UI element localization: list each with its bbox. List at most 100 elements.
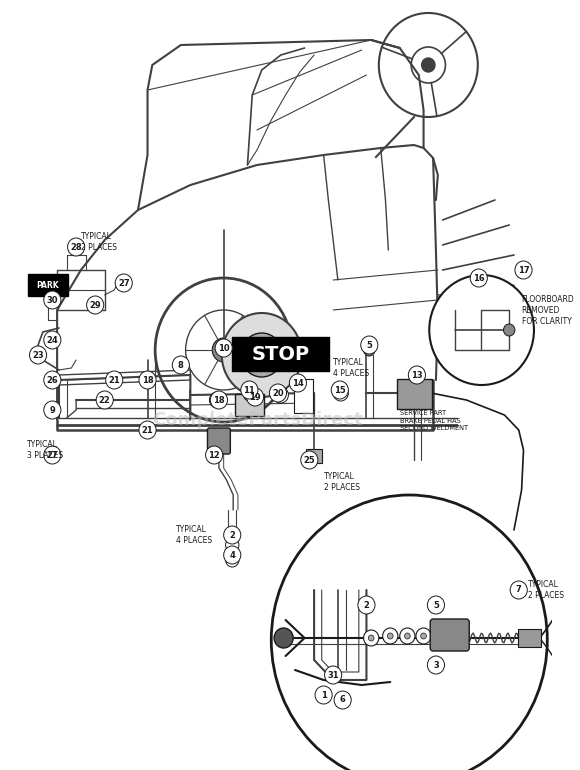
- Text: 7: 7: [516, 585, 521, 594]
- Text: 17: 17: [518, 266, 530, 274]
- Text: 2: 2: [229, 531, 235, 540]
- Circle shape: [172, 356, 190, 374]
- Text: 10: 10: [218, 343, 230, 353]
- Circle shape: [361, 336, 378, 354]
- Circle shape: [271, 495, 548, 770]
- Circle shape: [106, 371, 123, 389]
- Text: FLOORBOARD
REMOVED
FOR CLARITY: FLOORBOARD REMOVED FOR CLARITY: [521, 295, 574, 326]
- Circle shape: [96, 391, 113, 409]
- Text: 6: 6: [340, 695, 346, 705]
- Circle shape: [383, 628, 398, 644]
- Text: 24: 24: [46, 336, 58, 344]
- Circle shape: [215, 339, 232, 357]
- Polygon shape: [438, 285, 519, 360]
- Circle shape: [226, 553, 239, 567]
- Circle shape: [44, 331, 61, 349]
- Circle shape: [331, 381, 349, 399]
- Circle shape: [44, 291, 61, 309]
- Circle shape: [364, 630, 379, 646]
- Circle shape: [315, 686, 332, 704]
- Circle shape: [429, 275, 534, 385]
- Text: 18: 18: [142, 376, 153, 384]
- Text: 11: 11: [244, 386, 255, 394]
- Text: 1: 1: [321, 691, 327, 699]
- FancyBboxPatch shape: [235, 394, 264, 416]
- Text: 23: 23: [32, 350, 44, 360]
- Text: 30: 30: [46, 296, 58, 304]
- Text: 14: 14: [292, 379, 304, 387]
- Text: 5: 5: [433, 601, 439, 610]
- FancyBboxPatch shape: [28, 274, 68, 296]
- Text: 3: 3: [433, 661, 439, 669]
- Text: 8: 8: [178, 360, 184, 370]
- Text: 29: 29: [89, 300, 101, 310]
- Circle shape: [226, 538, 239, 552]
- Text: 16: 16: [473, 273, 485, 283]
- Text: PARK: PARK: [37, 280, 59, 290]
- Circle shape: [427, 656, 444, 674]
- Text: 28: 28: [70, 243, 82, 252]
- Circle shape: [364, 344, 375, 356]
- Text: 13: 13: [411, 370, 423, 380]
- Text: 19: 19: [249, 393, 261, 401]
- FancyBboxPatch shape: [232, 337, 329, 371]
- Circle shape: [224, 526, 241, 544]
- Text: TYPICAL
4 PLACES: TYPICAL 4 PLACES: [333, 358, 369, 378]
- Circle shape: [400, 628, 415, 644]
- Circle shape: [241, 381, 258, 399]
- Circle shape: [422, 58, 435, 72]
- Text: 21: 21: [108, 376, 120, 384]
- FancyBboxPatch shape: [430, 619, 469, 651]
- Circle shape: [212, 338, 235, 362]
- Circle shape: [86, 296, 104, 314]
- Circle shape: [205, 446, 223, 464]
- Text: STOP: STOP: [252, 344, 310, 363]
- Circle shape: [387, 633, 393, 639]
- Circle shape: [241, 333, 282, 377]
- Circle shape: [333, 385, 349, 401]
- Circle shape: [68, 238, 85, 256]
- Circle shape: [44, 371, 61, 389]
- Circle shape: [420, 633, 426, 639]
- Circle shape: [334, 691, 351, 709]
- Text: TYPICAL
4 PLACES: TYPICAL 4 PLACES: [176, 525, 212, 545]
- Text: 21: 21: [142, 426, 153, 434]
- Text: 18: 18: [213, 396, 224, 404]
- Circle shape: [44, 446, 61, 464]
- FancyBboxPatch shape: [208, 428, 230, 454]
- Circle shape: [408, 366, 426, 384]
- Text: SERVICE PART
BRAKE PEDAL HAS
SECOND WELDMENT: SERVICE PART BRAKE PEDAL HAS SECOND WELD…: [400, 410, 468, 431]
- FancyBboxPatch shape: [518, 629, 541, 647]
- Circle shape: [503, 324, 515, 336]
- Text: 2: 2: [364, 601, 369, 610]
- Text: 20: 20: [272, 389, 284, 397]
- Text: TYPICAL
2 PLACES: TYPICAL 2 PLACES: [528, 580, 564, 600]
- Circle shape: [404, 633, 410, 639]
- Text: 31: 31: [327, 671, 339, 679]
- Circle shape: [211, 391, 227, 409]
- Circle shape: [30, 346, 46, 364]
- Circle shape: [368, 635, 374, 641]
- Text: 5: 5: [367, 340, 372, 350]
- Circle shape: [246, 388, 264, 406]
- Text: TYPICAL
2 PLACES: TYPICAL 2 PLACES: [324, 472, 360, 492]
- Text: 27: 27: [118, 279, 129, 287]
- FancyBboxPatch shape: [294, 379, 313, 413]
- Circle shape: [427, 596, 444, 614]
- Text: TYPICAL
2 PLACES: TYPICAL 2 PLACES: [81, 232, 117, 252]
- Circle shape: [139, 421, 156, 439]
- Text: 26: 26: [46, 376, 58, 384]
- Circle shape: [273, 387, 288, 403]
- Circle shape: [301, 451, 318, 469]
- Text: 4: 4: [229, 551, 235, 560]
- Circle shape: [515, 261, 532, 279]
- Text: 27: 27: [46, 450, 58, 460]
- Text: 22: 22: [99, 396, 111, 404]
- Circle shape: [289, 374, 306, 392]
- Text: CompletePartsDirect: CompletePartsDirect: [152, 411, 362, 429]
- Circle shape: [44, 401, 61, 419]
- Text: 25: 25: [303, 456, 315, 464]
- Text: 12: 12: [208, 450, 220, 460]
- Text: 15: 15: [334, 386, 346, 394]
- Circle shape: [222, 313, 302, 397]
